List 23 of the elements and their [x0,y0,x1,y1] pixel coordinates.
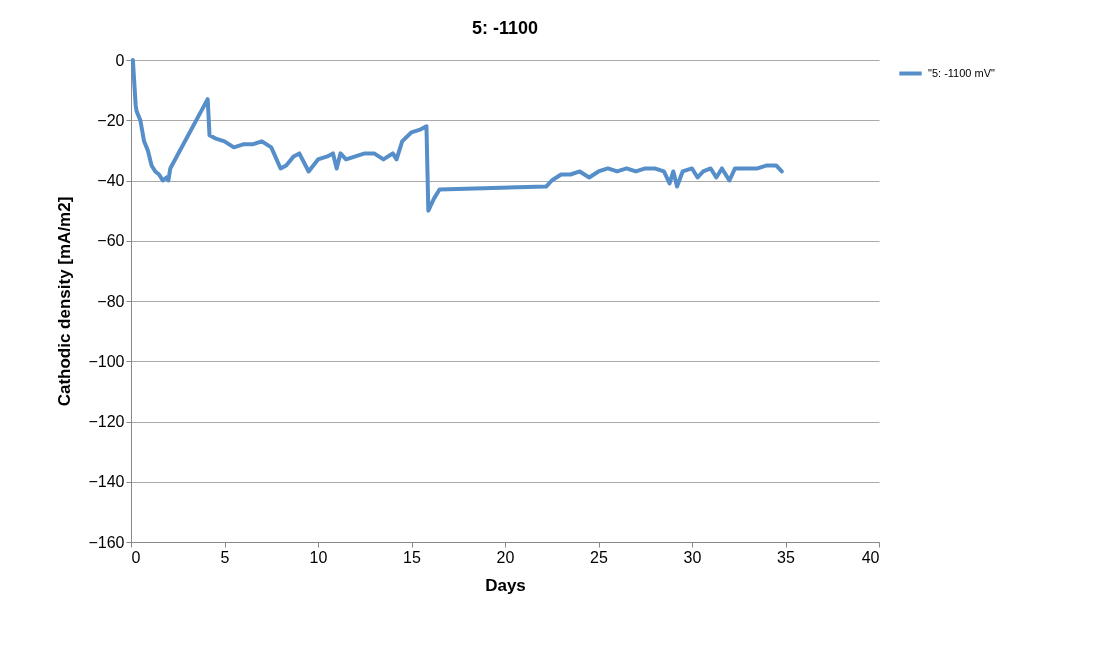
x-tick-label: 40 [861,548,880,566]
line-series [130,58,784,213]
x-tick-label: 30 [683,548,702,566]
x-tick-label: 20 [496,548,515,566]
x-tick-label: 15 [403,548,421,566]
y-tick-label: −60 [97,232,125,250]
chart-title: 5: -1100 [471,18,539,38]
x-tick-label: 5 [220,548,230,566]
x-tick-label: 0 [131,548,141,566]
x-axis-title: Days [485,575,526,595]
y-tick-label: −40 [97,172,125,189]
x-tick-label: 35 [777,548,795,566]
y-tick-label: −80 [97,292,125,310]
y-tick-label: −100 [88,352,125,370]
legend-label: "5: -1100 mV" [928,66,996,79]
y-axis-title: Cathodic density [mA/m2] [55,196,75,407]
y-tick-label: 0 [115,51,125,69]
y-tick-label: −20 [97,111,125,129]
x-tick-label: 25 [590,548,608,566]
x-tick-label: 10 [309,548,328,566]
y-tick-label: −140 [88,473,125,491]
y-tick-label: −160 [88,533,125,551]
y-tick-label: −120 [88,413,125,430]
